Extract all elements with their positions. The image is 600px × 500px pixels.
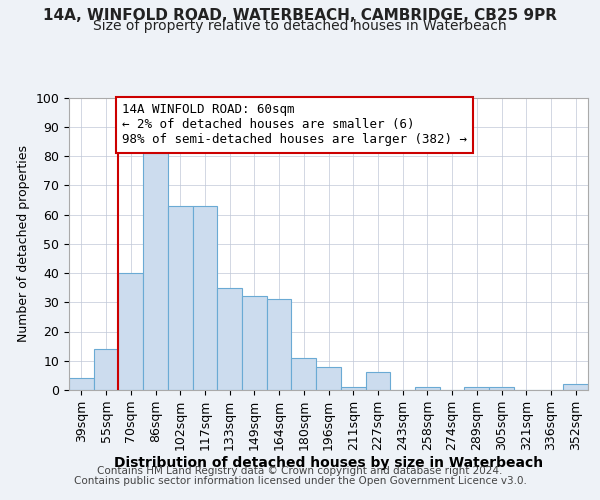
Text: 14A, WINFOLD ROAD, WATERBEACH, CAMBRIDGE, CB25 9PR: 14A, WINFOLD ROAD, WATERBEACH, CAMBRIDGE… — [43, 8, 557, 22]
Bar — [292, 358, 316, 390]
Bar — [365, 372, 390, 390]
Bar — [118, 273, 143, 390]
Bar — [341, 387, 365, 390]
Bar — [242, 296, 267, 390]
Bar — [143, 153, 168, 390]
Bar — [69, 378, 94, 390]
Bar — [193, 206, 217, 390]
X-axis label: Distribution of detached houses by size in Waterbeach: Distribution of detached houses by size … — [114, 456, 543, 470]
Text: Contains public sector information licensed under the Open Government Licence v3: Contains public sector information licen… — [74, 476, 526, 486]
Y-axis label: Number of detached properties: Number of detached properties — [17, 145, 30, 342]
Bar — [415, 387, 440, 390]
Bar — [267, 300, 292, 390]
Bar — [168, 206, 193, 390]
Bar — [217, 288, 242, 390]
Text: Size of property relative to detached houses in Waterbeach: Size of property relative to detached ho… — [93, 19, 507, 33]
Text: 14A WINFOLD ROAD: 60sqm
← 2% of detached houses are smaller (6)
98% of semi-deta: 14A WINFOLD ROAD: 60sqm ← 2% of detached… — [122, 104, 467, 146]
Bar — [489, 387, 514, 390]
Bar — [563, 384, 588, 390]
Bar — [316, 366, 341, 390]
Bar — [464, 387, 489, 390]
Text: Contains HM Land Registry data © Crown copyright and database right 2024.: Contains HM Land Registry data © Crown c… — [97, 466, 503, 476]
Bar — [94, 349, 118, 390]
